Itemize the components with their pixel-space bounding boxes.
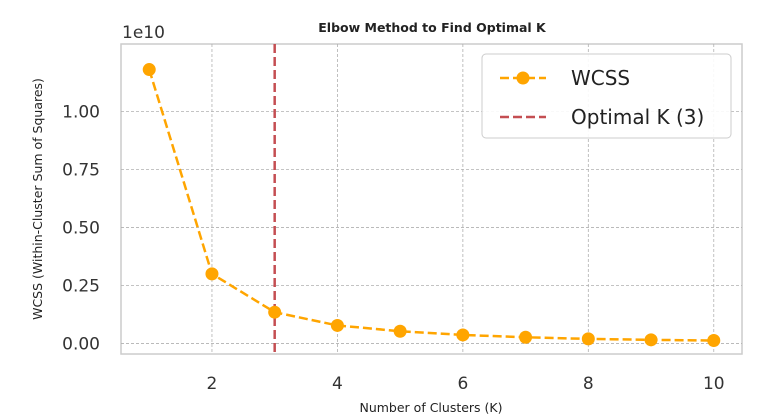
wcss-point — [581, 332, 595, 346]
series-group — [142, 63, 721, 348]
legend: WCSS Optimal K (3) — [481, 53, 732, 139]
wcss-point — [142, 63, 156, 77]
x-tick-label: 2 — [207, 374, 218, 394]
x-axis-label: Number of Clusters (K) — [359, 400, 502, 415]
chart-title: Elbow Method to Find Optimal K — [318, 20, 547, 35]
plot-frame — [120, 43, 743, 355]
y-tick-label: 0.00 — [62, 335, 100, 355]
wcss-point — [330, 318, 344, 332]
x-tick-label: 8 — [583, 374, 594, 394]
wcss-point — [456, 328, 470, 342]
x-tick-label: 6 — [457, 374, 468, 394]
y-tick-label: 0.50 — [62, 218, 100, 238]
y-tick-label: 0.75 — [62, 160, 100, 180]
wcss-line — [148, 69, 714, 342]
wcss-point — [205, 267, 219, 281]
wcss-point — [707, 334, 721, 348]
wcss-point — [393, 324, 407, 338]
legend-optimal-label: Optimal K (3) — [571, 105, 704, 129]
wcss-point — [519, 330, 533, 344]
wcss-point — [644, 333, 658, 347]
wcss-point — [268, 305, 282, 319]
x-tick-label: 10 — [703, 374, 725, 394]
y-tick-label: 1.00 — [62, 102, 100, 122]
x-tick-label: 4 — [332, 374, 343, 394]
tick-labels: 2 4 6 8 10 0.00 0.25 0.50 0.75 1.00 — [62, 102, 724, 394]
legend-wcss-marker — [516, 71, 530, 85]
y-offset-label: 1e10 — [122, 23, 165, 43]
y-axis-label: WCSS (Within-Cluster Sum of Squares) — [30, 78, 45, 320]
legend-wcss-label: WCSS — [571, 66, 630, 90]
y-tick-label: 0.25 — [62, 276, 100, 296]
